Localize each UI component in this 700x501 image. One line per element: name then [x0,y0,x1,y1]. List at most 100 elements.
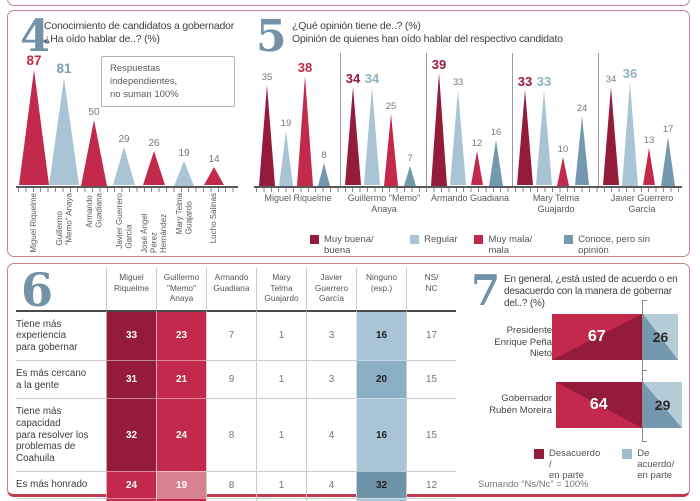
table-cell: 17 [406,309,456,361]
value-label: 87 [26,53,42,69]
table-header-cell: Guillermo "Memo" Anaya [156,268,206,310]
table-row-label: Tiene más capacidad para resolver los pr… [16,398,106,471]
table-cell: 15 [406,398,456,472]
legend-swatch [474,235,484,244]
value-label: 81 [56,61,72,77]
value-label: 7 [407,152,413,164]
triangle-marker [574,116,589,186]
triangle-marker [430,72,447,186]
legend-item: Muy mala/ mala [474,234,547,256]
chart4-axis-baseline [16,186,238,188]
candidate-label-wrap: Miguel Riquelme [18,193,50,253]
triangle-marker [450,90,466,186]
value-label: 16 [490,126,502,138]
chart5-legend: Muy buena/ buena Regular Muy mala/ mala Con… [310,234,688,256]
triangle-marker [661,136,675,186]
table-cell: 8 [206,398,256,472]
chart4-title: Conocimiento de candidatos a gobernador … [44,20,234,45]
table-cell: 31 [106,360,156,399]
table-cell: 2 [256,498,306,501]
table-cell: 16 [356,309,406,361]
triangle-marker [642,148,655,186]
section-number-5: 5 [256,11,287,62]
chart7-legend: Desacuerdo / en parte De acuerdo/ en part… [534,448,696,481]
value-label: 17 [662,123,674,135]
triangle-marker [556,157,569,186]
triangle-marker [383,113,398,186]
table-header-cell: Armando Guadiana [206,268,256,310]
divider-bracket [642,300,643,442]
table-header-cell: NS/ NC [406,268,456,310]
bar-row-label: Gobernador Rubén Moreira [489,393,552,416]
candidate-label: Javier Guerrero García [610,193,674,214]
value-label: 26 [148,138,160,150]
chart4-title-line1: Conocimiento de candidatos a gobernador [44,20,235,32]
candidate-label: Mary Telma Guajardo [532,193,580,214]
legend-item: Regular [410,234,457,245]
triangle-marker [258,84,275,186]
table-cell: 28 [106,498,156,501]
value-label: 14 [208,154,220,166]
value-label: 13 [643,135,655,147]
table-cell: 1 [256,398,306,472]
chart5-title-line2: Opinión de quienes han oído hablar del r… [292,32,563,45]
candidate-label: Lucho Salinas [209,193,219,244]
top-panel: 4 Conocimiento de candidatos a gobernado… [7,10,690,257]
table-cell: 21 [156,360,206,399]
triangle-marker [204,167,224,186]
section-number-6: 6 [21,263,54,317]
triangle-marker [19,70,49,186]
triangle-marker [174,160,194,186]
chart5-plot: 35 19 38 8 Miguel Riquelme 34 34 25 7 Guillermo "… [248,15,688,253]
chart-opinion: 5 ¿Qué opinión tiene de..? (%) Opinión d… [248,11,688,256]
legend-item: Desacuerdo / en parte [534,448,600,481]
value-label: 29 [118,134,130,146]
chart5-axis-ticks [256,188,680,192]
legend-swatch [410,235,420,244]
triangle-marker [80,119,107,186]
triangle-marker [279,130,293,186]
legend-label: Desacuerdo / en parte [549,448,601,481]
table-row-label: Es más honrado [16,471,106,498]
value-label: 38 [297,59,313,75]
section-number-4: 4 [20,11,51,62]
table-header-cell: Mary Telma Guajardo [256,268,306,310]
table-cell: 1 [256,471,306,499]
value-label: 19 [280,117,292,129]
candidate-label-wrap: Armando Guadiana [78,193,110,253]
candidate-label-wrap: Mary Telma Guajardo [168,193,200,253]
triangle-marker [404,165,416,186]
legend-swatch [564,235,574,244]
triangle-marker [49,78,79,186]
value-label: 24 [576,103,588,115]
chart7-title-line1: En general, ¿está usted de acuerdo o en [504,274,678,285]
divider-bracket-tick [642,370,647,371]
value-label: 33 [536,74,552,90]
value-label: 34 [345,71,361,87]
legend-label: Muy buena/ buena [324,234,374,256]
candidate-label: José Ángel Pérez Hernández [139,213,168,253]
legend-label: Conoce, pero sin opinión [578,234,650,256]
table-row-label: Es más cercano a la gente [16,360,106,398]
table-cell: 9 [206,360,256,399]
value-label: 8 [321,149,327,161]
table-cell: 32 [106,398,156,472]
table-cell: 3 [306,360,356,399]
table-cell: 20 [356,360,406,399]
triangle-marker [489,139,503,186]
bar-value: 26 [652,329,669,345]
bar-segment-agree: 26 [643,314,679,360]
triangle-marker [517,90,533,186]
triangle-marker [536,90,552,186]
group-separator [598,53,599,186]
table-cell: 24 [106,471,156,499]
table-corner-cell [16,268,106,310]
chart7-title-line2: desacuerdo con la manera de gobernar del… [504,286,672,309]
table-header-cell: Javier Guerrero García [306,268,356,310]
chart-acuerdo: 7 En general, ¿está usted de acuerdo o e… [470,266,689,492]
table-cell: 12 [406,471,456,499]
value-label: 33 [452,77,464,89]
legend-item: De acuerdo/ en parte [622,448,674,481]
triangle-marker [296,75,313,186]
